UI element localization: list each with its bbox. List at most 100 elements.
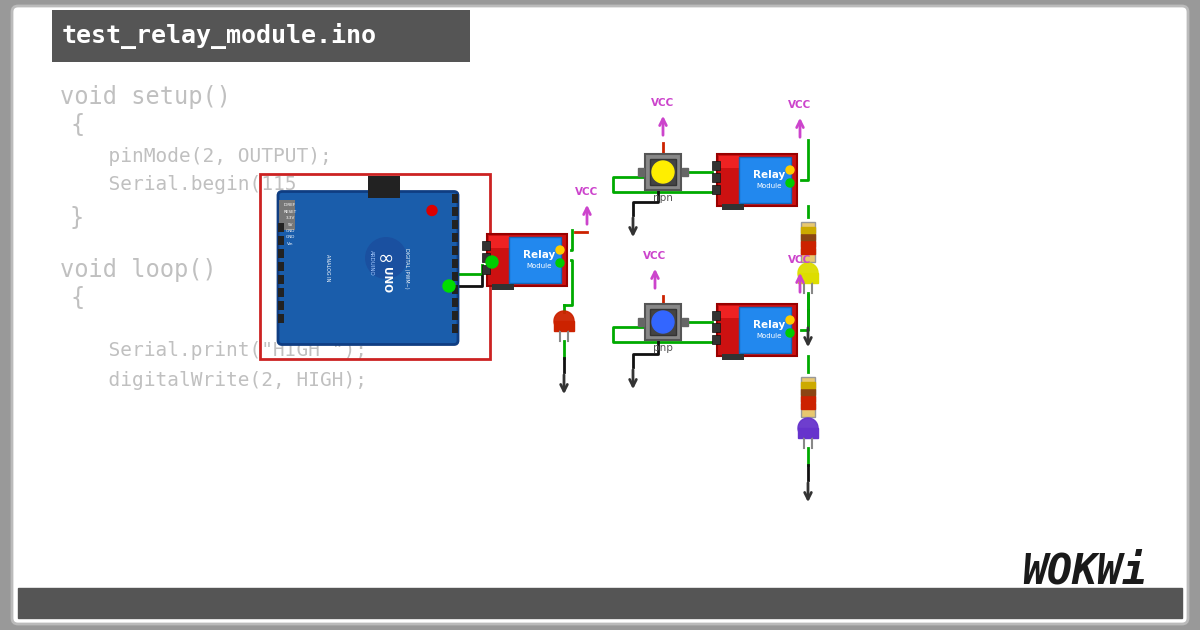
Bar	[650, 309, 676, 335]
Bar	[802, 382, 815, 388]
Bar	[650, 159, 676, 185]
Bar	[718, 304, 797, 356]
Text: pinMode(2, OUTPUT);: pinMode(2, OUTPUT);	[85, 147, 331, 166]
Bar	[712, 173, 720, 182]
Bar	[452, 207, 458, 216]
Bar	[278, 236, 284, 245]
Circle shape	[556, 246, 564, 254]
Text: npn: npn	[653, 193, 673, 203]
Text: VCC: VCC	[575, 187, 599, 197]
Bar	[482, 253, 490, 262]
Bar	[260, 173, 490, 358]
Text: ∞: ∞	[378, 248, 394, 268]
FancyBboxPatch shape	[278, 192, 458, 345]
Circle shape	[786, 179, 794, 187]
Bar	[802, 396, 815, 402]
Text: void loop(): void loop()	[60, 258, 217, 282]
Bar	[646, 154, 682, 190]
Bar	[452, 324, 458, 333]
Text: IOREF
RESET
3.3V
5V
GND
GND
Vin: IOREF RESET 3.3V 5V GND GND Vin	[283, 203, 296, 246]
Bar	[452, 246, 458, 255]
Bar	[739, 307, 791, 353]
Circle shape	[652, 311, 674, 333]
Circle shape	[652, 161, 674, 183]
Bar	[802, 234, 815, 240]
Circle shape	[365, 237, 407, 279]
Bar	[712, 311, 720, 320]
Circle shape	[798, 418, 818, 438]
Bar	[739, 157, 791, 203]
Text: void setup(): void setup()	[60, 85, 230, 109]
Bar	[509, 237, 562, 283]
Text: DIGITAL (PWM~): DIGITAL (PWM~)	[403, 248, 408, 289]
Text: Module: Module	[756, 183, 781, 189]
Text: ARDUINO: ARDUINO	[368, 250, 373, 276]
Bar	[712, 335, 720, 344]
Bar	[278, 249, 284, 258]
Text: Serial.print("HIGH ");: Serial.print("HIGH ");	[85, 340, 367, 360]
Bar	[278, 288, 284, 297]
Bar	[802, 241, 815, 247]
Text: pnp: pnp	[653, 343, 673, 353]
Bar	[802, 403, 815, 409]
Circle shape	[556, 259, 564, 267]
Text: VCC: VCC	[652, 98, 674, 108]
Bar	[712, 185, 720, 194]
Bar	[452, 259, 458, 268]
Circle shape	[786, 329, 794, 337]
Bar	[278, 301, 284, 310]
Bar	[718, 154, 797, 206]
Circle shape	[798, 263, 818, 283]
FancyBboxPatch shape	[12, 6, 1188, 624]
Bar	[368, 176, 400, 197]
Circle shape	[443, 280, 455, 292]
Bar	[798, 273, 818, 283]
Bar	[278, 314, 284, 323]
Bar	[712, 161, 720, 170]
Bar	[719, 306, 739, 318]
Bar	[492, 284, 514, 290]
Bar	[482, 241, 490, 250]
Bar	[802, 377, 815, 417]
Bar	[278, 200, 295, 229]
Bar	[719, 156, 739, 168]
Text: Serial.begin(115: Serial.begin(115	[85, 175, 296, 193]
Text: Module: Module	[756, 333, 781, 339]
Text: VCC: VCC	[788, 100, 811, 110]
Circle shape	[554, 311, 574, 331]
Bar	[712, 323, 720, 332]
Bar	[52, 10, 470, 62]
Bar	[722, 354, 744, 360]
Bar	[646, 304, 682, 340]
Bar	[452, 285, 458, 294]
Bar	[802, 248, 815, 254]
Text: digitalWrite(2, HIGH);: digitalWrite(2, HIGH);	[85, 370, 367, 389]
Text: Relay: Relay	[752, 170, 785, 180]
Bar	[452, 194, 458, 203]
Bar	[482, 265, 490, 274]
Bar	[452, 233, 458, 242]
Bar	[638, 168, 644, 176]
Bar	[802, 227, 815, 233]
Text: Module: Module	[527, 263, 552, 269]
Text: UNO: UNO	[382, 267, 391, 293]
Circle shape	[786, 316, 794, 324]
Bar	[490, 236, 509, 248]
Text: VCC: VCC	[643, 251, 667, 261]
Bar	[722, 204, 744, 210]
Bar	[798, 428, 818, 438]
Circle shape	[786, 166, 794, 174]
Text: VCC: VCC	[788, 255, 811, 265]
Text: test_relay_module.ino: test_relay_module.ino	[62, 23, 377, 49]
Bar	[278, 223, 284, 232]
Bar	[18, 588, 1182, 618]
Text: Relay: Relay	[752, 320, 785, 330]
Bar	[487, 234, 568, 286]
Bar	[802, 222, 815, 262]
Bar	[452, 311, 458, 320]
Bar	[638, 318, 644, 326]
Bar	[452, 298, 458, 307]
Text: }: }	[70, 206, 84, 230]
Circle shape	[427, 205, 437, 215]
Text: ANALOG IN: ANALOG IN	[325, 255, 330, 282]
